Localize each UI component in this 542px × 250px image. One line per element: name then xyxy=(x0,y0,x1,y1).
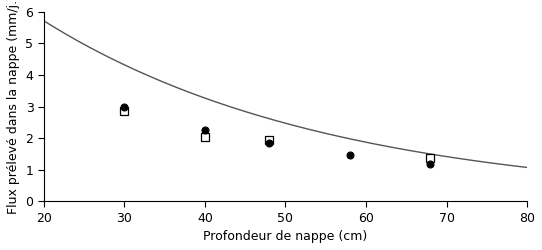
Y-axis label: Flux prélevé dans la nappe (mm/j.: Flux prélevé dans la nappe (mm/j. xyxy=(7,0,20,214)
X-axis label: Profondeur de nappe (cm): Profondeur de nappe (cm) xyxy=(203,230,367,243)
